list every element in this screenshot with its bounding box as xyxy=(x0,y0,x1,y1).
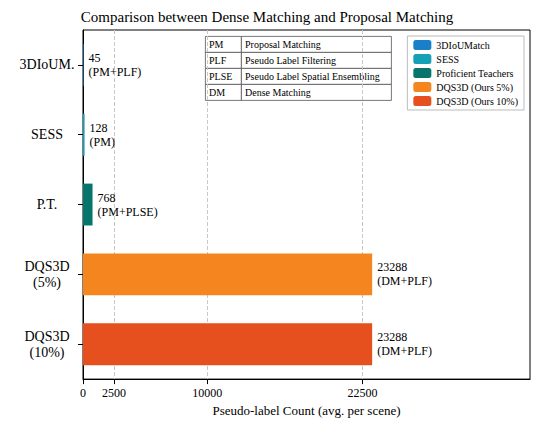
svg-text:3DIoUMatch: 3DIoUMatch xyxy=(436,40,489,51)
svg-text:Comparison between Dense Match: Comparison between Dense Matching and Pr… xyxy=(81,9,454,25)
svg-text:DQS3D: DQS3D xyxy=(24,259,69,274)
svg-text:SESS: SESS xyxy=(31,127,63,142)
svg-text:22500: 22500 xyxy=(347,386,377,400)
svg-text:(10%): (10%) xyxy=(30,345,65,361)
svg-text:(PM+PLF): (PM+PLF) xyxy=(89,65,142,79)
svg-text:P.T.: P.T. xyxy=(37,197,58,212)
svg-text:SESS: SESS xyxy=(436,54,459,65)
svg-text:Dense Matching: Dense Matching xyxy=(245,87,311,98)
svg-text:768: 768 xyxy=(98,191,116,205)
svg-text:2500: 2500 xyxy=(102,386,126,400)
svg-text:Pseudo Label Filtering: Pseudo Label Filtering xyxy=(245,55,336,66)
svg-text:DQS3D (Ours 5%): DQS3D (Ours 5%) xyxy=(436,82,513,94)
svg-text:PLSE: PLSE xyxy=(209,71,232,82)
svg-text:Proficient Teachers: Proficient Teachers xyxy=(436,68,513,79)
svg-text:10000: 10000 xyxy=(192,386,222,400)
svg-text:Pseudo-label Count (avg. per s: Pseudo-label Count (avg. per scene) xyxy=(212,403,400,418)
svg-text:(DM+PLF): (DM+PLF) xyxy=(377,274,432,288)
svg-text:128: 128 xyxy=(90,121,108,135)
svg-text:23288: 23288 xyxy=(377,260,407,274)
svg-text:DM: DM xyxy=(209,87,225,98)
svg-text:DQS3D (Ours 10%): DQS3D (Ours 10%) xyxy=(436,96,518,108)
svg-text:Pseudo Label Spatial Ensemblin: Pseudo Label Spatial Ensembling xyxy=(245,71,380,82)
svg-text:DQS3D: DQS3D xyxy=(24,329,69,344)
svg-text:(DM+PLF): (DM+PLF) xyxy=(377,344,432,358)
svg-text:PM: PM xyxy=(209,39,224,50)
svg-text:Proposal Matching: Proposal Matching xyxy=(245,39,321,50)
svg-text:(5%): (5%) xyxy=(33,275,61,291)
svg-text:PLF: PLF xyxy=(209,55,227,66)
svg-text:45: 45 xyxy=(89,51,101,65)
svg-text:(PM+PLSE): (PM+PLSE) xyxy=(98,205,158,219)
svg-text:(PM): (PM) xyxy=(90,135,115,149)
svg-text:3DIoUM.: 3DIoUM. xyxy=(20,57,75,72)
svg-text:0: 0 xyxy=(80,386,86,400)
svg-text:23288: 23288 xyxy=(377,330,407,344)
